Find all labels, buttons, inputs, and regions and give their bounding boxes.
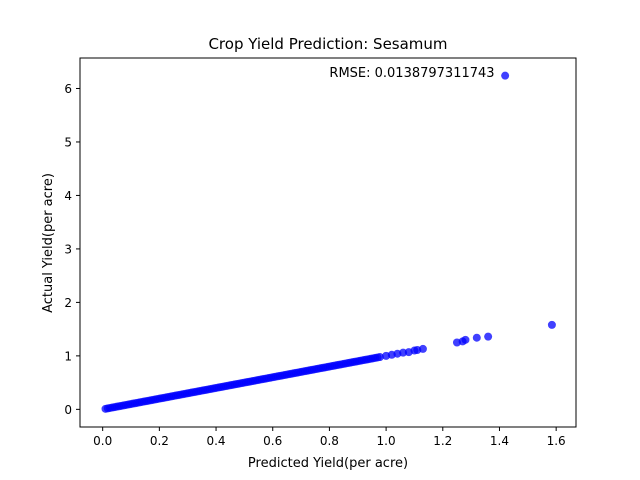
- data-point: [501, 71, 510, 80]
- data-point: [461, 335, 470, 344]
- x-axis-ticks: 0.0 0.2 0.4 0.6 0.8 1.0 1.2 1.4 1.6: [93, 427, 566, 448]
- x-axis-label: Predicted Yield(per acre): [248, 456, 408, 471]
- x-tick-label: 1.4: [490, 434, 509, 448]
- y-tick-label: 3: [64, 242, 72, 256]
- plot-frame: [79, 57, 577, 428]
- y-tick-label: 6: [64, 82, 72, 96]
- x-tick-label: 0.8: [320, 434, 339, 448]
- x-tick-label: 0.0: [93, 434, 112, 448]
- y-tick-label: 4: [64, 189, 72, 203]
- x-tick-label: 0.6: [263, 434, 282, 448]
- y-tick-label: 5: [64, 135, 72, 149]
- y-axis-ticks: 0 1 2 3 4 5 6: [64, 82, 80, 417]
- data-point: [472, 333, 481, 342]
- y-tick-label: 1: [64, 349, 72, 363]
- data-point: [484, 332, 493, 341]
- x-tick-label: 0.4: [206, 434, 225, 448]
- x-tick-label: 1.2: [433, 434, 452, 448]
- y-tick-label: 2: [64, 296, 72, 310]
- y-axis-label: Actual Yield(per acre): [41, 173, 56, 313]
- rmse-annotation: RMSE: 0.0138797311743: [329, 66, 494, 81]
- x-tick-label: 0.2: [150, 434, 169, 448]
- data-point: [418, 344, 427, 353]
- data-point: [547, 320, 556, 329]
- scatter-points: [101, 71, 556, 413]
- x-tick-label: 1.0: [377, 434, 396, 448]
- data-point: [375, 353, 384, 362]
- chart-title: Crop Yield Prediction: Sesamum: [208, 35, 447, 53]
- y-tick-label: 0: [64, 403, 72, 417]
- x-tick-label: 1.6: [547, 434, 566, 448]
